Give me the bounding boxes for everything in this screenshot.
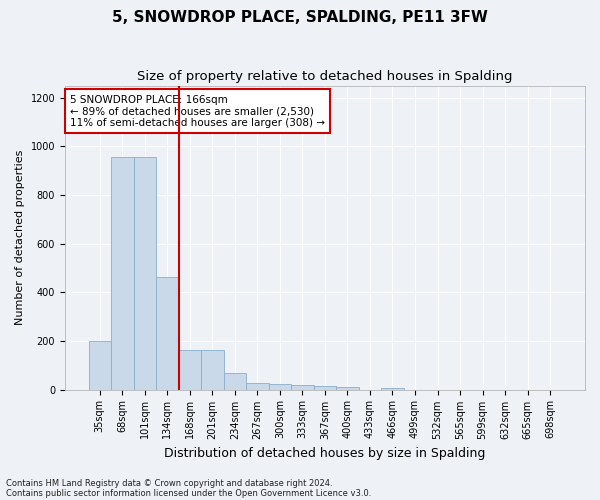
Bar bbox=[89, 341, 111, 390]
Title: Size of property relative to detached houses in Spalding: Size of property relative to detached ho… bbox=[137, 70, 513, 83]
Text: Contains HM Land Registry data © Crown copyright and database right 2024.: Contains HM Land Registry data © Crown c… bbox=[6, 478, 332, 488]
Bar bbox=[381, 388, 404, 390]
Bar bbox=[314, 386, 336, 390]
Bar bbox=[291, 386, 314, 390]
Bar bbox=[201, 350, 224, 390]
Text: 5 SNOWDROP PLACE: 166sqm
← 89% of detached houses are smaller (2,530)
11% of sem: 5 SNOWDROP PLACE: 166sqm ← 89% of detach… bbox=[70, 94, 325, 128]
Y-axis label: Number of detached properties: Number of detached properties bbox=[15, 150, 25, 325]
Bar bbox=[246, 383, 269, 390]
Bar bbox=[179, 350, 201, 390]
Bar bbox=[224, 372, 246, 390]
Bar bbox=[269, 384, 291, 390]
Text: Contains public sector information licensed under the Open Government Licence v3: Contains public sector information licen… bbox=[6, 488, 371, 498]
Bar bbox=[336, 387, 359, 390]
Text: 5, SNOWDROP PLACE, SPALDING, PE11 3FW: 5, SNOWDROP PLACE, SPALDING, PE11 3FW bbox=[112, 10, 488, 25]
Bar bbox=[156, 277, 179, 390]
Bar bbox=[111, 158, 134, 390]
Bar bbox=[134, 158, 156, 390]
X-axis label: Distribution of detached houses by size in Spalding: Distribution of detached houses by size … bbox=[164, 447, 485, 460]
